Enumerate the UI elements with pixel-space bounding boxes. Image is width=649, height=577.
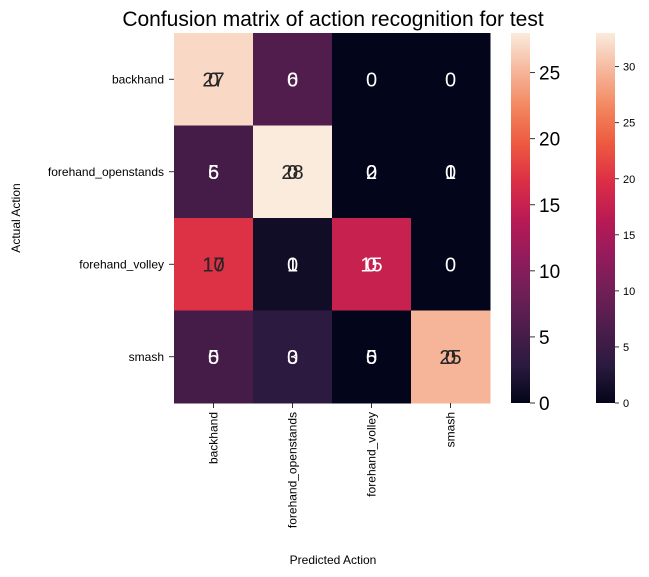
heatmap-cell — [332, 33, 412, 126]
colorbar-tick-label: 30 — [623, 62, 635, 74]
cell-value-label: 0 — [366, 69, 377, 91]
y-axis-ticks: backhand forehand_openstands forehand_voll… — [48, 72, 174, 364]
cell-value-label: 25 — [439, 347, 461, 369]
colorbar-primary-gradient — [511, 33, 530, 403]
cell-overlay-label: 0 — [445, 347, 456, 369]
colorbar-tick-label: 10 — [623, 286, 635, 298]
cell-overlay-label: 0 — [208, 347, 219, 369]
cell-value-label: 0 — [445, 162, 456, 184]
cell-overlay-label: 0 — [366, 254, 377, 276]
heatmap-cell — [332, 310, 412, 404]
y-axis-label: Actual Action — [9, 183, 23, 252]
heatmap-cell — [253, 33, 333, 126]
colorbar-tick-label: 15 — [539, 196, 560, 217]
cell-value-label: 0 — [445, 69, 456, 91]
cell-overlay-label: 2 — [366, 162, 377, 184]
cell-value-label: 1 — [287, 254, 298, 276]
y-tick-label: forehand_volley — [79, 257, 164, 271]
x-axis-label: Predicted Action — [290, 553, 377, 567]
cell-value-label: 5 — [208, 162, 219, 184]
colorbar-primary-ticks: 0 5 10 15 20 25 — [530, 64, 560, 415]
y-tick-label: backhand — [112, 72, 164, 86]
heatmap-cell — [332, 125, 412, 219]
cell-overlay-label: 1 — [445, 162, 456, 184]
cell-overlay-label: 0 — [208, 69, 219, 91]
colorbar-secondary-gradient — [596, 33, 615, 403]
chart-title: Confusion matrix of action recognition f… — [122, 8, 544, 31]
colorbar-tick-label: 5 — [539, 328, 550, 349]
heatmap-cell — [411, 33, 491, 126]
heatmap-cell — [332, 218, 412, 311]
colorbar-tick-label: 0 — [623, 398, 629, 410]
cell-value-label: 0 — [445, 254, 456, 276]
heatmap-cell — [253, 310, 333, 404]
cell-value-label: 27 — [202, 69, 224, 91]
colorbar-tick-label: 25 — [623, 118, 635, 130]
colorbar-tick-label: 25 — [539, 64, 560, 85]
y-tick-label: forehand_openstands — [48, 165, 164, 179]
heatmap-cell — [174, 125, 254, 219]
colorbar-secondary-ticks: 0 5 10 15 20 25 30 — [615, 62, 635, 410]
heatmap-cell — [411, 310, 491, 404]
colorbar-secondary — [596, 33, 615, 403]
cell-value-label: 28 — [281, 162, 303, 184]
x-axis-ticks: backhand forehand_openstands forehand_voll… — [207, 403, 458, 528]
heatmap-cells — [174, 33, 491, 404]
heatmap-cell — [411, 218, 491, 311]
colorbar-primary — [511, 33, 530, 403]
cell-value-label: 6 — [287, 69, 298, 91]
colorbar-tick-label: 5 — [623, 342, 629, 354]
heatmap-cell — [174, 218, 254, 311]
x-tick-label: smash — [444, 412, 458, 447]
cell-overlay-label: 5 — [366, 347, 377, 369]
heatmap-cell — [253, 218, 333, 311]
x-tick-label: backhand — [207, 412, 221, 464]
colorbar-tick-label: 20 — [539, 130, 560, 151]
heatmap-cell — [253, 125, 333, 219]
cell-value-label: 15 — [360, 254, 382, 276]
cell-overlay-label: 0 — [287, 254, 298, 276]
y-tick-label: smash — [129, 350, 164, 364]
x-tick-label: forehand_volley — [365, 412, 379, 497]
heatmap-cell — [174, 310, 254, 404]
cell-overlay-label: 0 — [287, 69, 298, 91]
colorbar-tick-label: 10 — [539, 262, 560, 283]
colorbar-tick-label: 0 — [539, 394, 550, 415]
cell-value-label: 3 — [287, 347, 298, 369]
cell-value-label: 17 — [202, 254, 224, 276]
cell-overlay-label: 0 — [287, 347, 298, 369]
x-tick-label: forehand_openstands — [286, 412, 300, 528]
cell-overlay-label: 0 — [287, 162, 298, 184]
cell-value-label: 0 — [366, 347, 377, 369]
cell-value-label: 5 — [208, 347, 219, 369]
heatmap-cell — [174, 33, 254, 126]
colorbar-tick-label: 20 — [623, 174, 635, 186]
cell-value-label: 0 — [366, 162, 377, 184]
colorbar-tick-label: 15 — [623, 230, 635, 242]
cell-overlay-label: 6 — [208, 162, 219, 184]
cell-overlay-label: 10 — [202, 254, 224, 276]
heatmap-cell — [411, 125, 491, 219]
